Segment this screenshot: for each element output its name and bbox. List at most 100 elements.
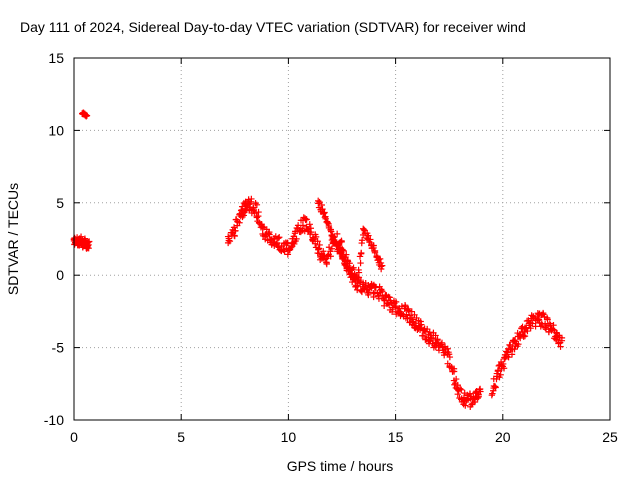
data-point bbox=[392, 302, 399, 310]
y-tick-label: 10 bbox=[48, 122, 64, 138]
data-point bbox=[338, 252, 346, 260]
axis-ticks bbox=[73, 57, 611, 421]
data-points bbox=[70, 109, 566, 410]
x-tick-labels: 0 5 10 15 20 25 bbox=[70, 429, 618, 445]
data-point bbox=[273, 239, 281, 247]
data-point bbox=[456, 385, 464, 392]
y-tick-label: 15 bbox=[48, 50, 64, 66]
data-point bbox=[327, 228, 335, 235]
data-point bbox=[83, 113, 90, 120]
data-point bbox=[529, 320, 536, 327]
data-point bbox=[403, 311, 410, 318]
data-point bbox=[392, 298, 400, 306]
data-point bbox=[358, 239, 365, 247]
y-tick-labels: -10 -5 0 5 10 15 bbox=[44, 50, 64, 428]
data-point bbox=[322, 213, 329, 220]
data-point bbox=[535, 316, 543, 323]
data-point bbox=[405, 305, 412, 313]
data-point bbox=[303, 216, 310, 223]
data-point bbox=[307, 225, 315, 232]
data-point bbox=[468, 401, 475, 408]
data-point bbox=[274, 235, 282, 242]
data-point bbox=[511, 345, 518, 353]
data-point bbox=[85, 238, 93, 245]
data-point bbox=[505, 353, 512, 361]
data-point bbox=[454, 391, 461, 398]
data-point bbox=[319, 205, 326, 213]
data-point bbox=[444, 345, 451, 352]
data-point bbox=[500, 365, 508, 372]
data-point bbox=[454, 381, 461, 389]
data-point bbox=[255, 212, 262, 220]
data-point bbox=[462, 402, 469, 409]
data-point bbox=[380, 296, 388, 304]
data-point bbox=[557, 343, 564, 350]
data-point bbox=[312, 233, 320, 241]
data-point bbox=[508, 351, 516, 358]
data-point bbox=[328, 245, 336, 252]
data-point bbox=[392, 304, 400, 311]
data-point bbox=[360, 226, 368, 234]
x-tick-label: 25 bbox=[602, 429, 618, 445]
data-point bbox=[371, 249, 379, 256]
chart-title: Day 111 of 2024, Sidereal Day-to-day VTE… bbox=[20, 19, 526, 35]
data-point bbox=[343, 251, 350, 258]
data-point bbox=[236, 219, 243, 226]
data-point bbox=[409, 318, 416, 325]
data-point bbox=[318, 201, 325, 209]
data-point bbox=[507, 341, 514, 349]
data-point bbox=[344, 262, 352, 270]
data-point bbox=[445, 351, 453, 358]
x-tick-label: 10 bbox=[281, 429, 297, 445]
data-point bbox=[386, 294, 393, 301]
data-point bbox=[471, 398, 479, 406]
data-point bbox=[325, 244, 333, 251]
data-point bbox=[377, 286, 385, 294]
data-point bbox=[452, 375, 460, 383]
data-point bbox=[316, 241, 323, 249]
data-point bbox=[253, 214, 261, 221]
y-tick-label: 0 bbox=[56, 267, 64, 283]
data-point bbox=[370, 244, 377, 252]
data-point bbox=[388, 308, 396, 316]
data-point bbox=[266, 228, 273, 236]
data-point bbox=[544, 316, 551, 323]
data-point bbox=[378, 262, 386, 269]
data-point bbox=[83, 112, 91, 119]
data-point bbox=[226, 237, 234, 245]
data-point bbox=[338, 238, 345, 246]
y-tick-label: -5 bbox=[52, 340, 65, 356]
data-point bbox=[259, 224, 266, 232]
data-point bbox=[524, 327, 531, 335]
data-point bbox=[376, 255, 384, 263]
data-point bbox=[323, 260, 330, 268]
data-point bbox=[329, 233, 337, 240]
data-point bbox=[408, 308, 415, 315]
data-point bbox=[446, 353, 454, 361]
plot-frame bbox=[73, 57, 611, 421]
data-point bbox=[293, 235, 300, 243]
data-point bbox=[354, 276, 361, 284]
data-point bbox=[320, 248, 327, 255]
data-point bbox=[365, 289, 372, 296]
data-point bbox=[434, 336, 441, 343]
data-point bbox=[497, 371, 504, 378]
data-point bbox=[491, 383, 499, 390]
data-point bbox=[315, 250, 323, 257]
data-point bbox=[440, 351, 448, 359]
data-point bbox=[333, 230, 341, 238]
data-point bbox=[450, 368, 458, 375]
data-point bbox=[345, 266, 353, 273]
x-tick-label: 5 bbox=[177, 429, 185, 445]
data-point bbox=[265, 230, 272, 237]
data-point bbox=[404, 315, 411, 322]
data-point bbox=[432, 332, 439, 339]
data-point bbox=[539, 309, 547, 317]
data-point bbox=[352, 282, 360, 289]
y-tick-label: 5 bbox=[56, 195, 64, 211]
x-tick-label: 20 bbox=[495, 429, 511, 445]
data-point bbox=[537, 323, 544, 330]
data-point bbox=[357, 259, 364, 267]
